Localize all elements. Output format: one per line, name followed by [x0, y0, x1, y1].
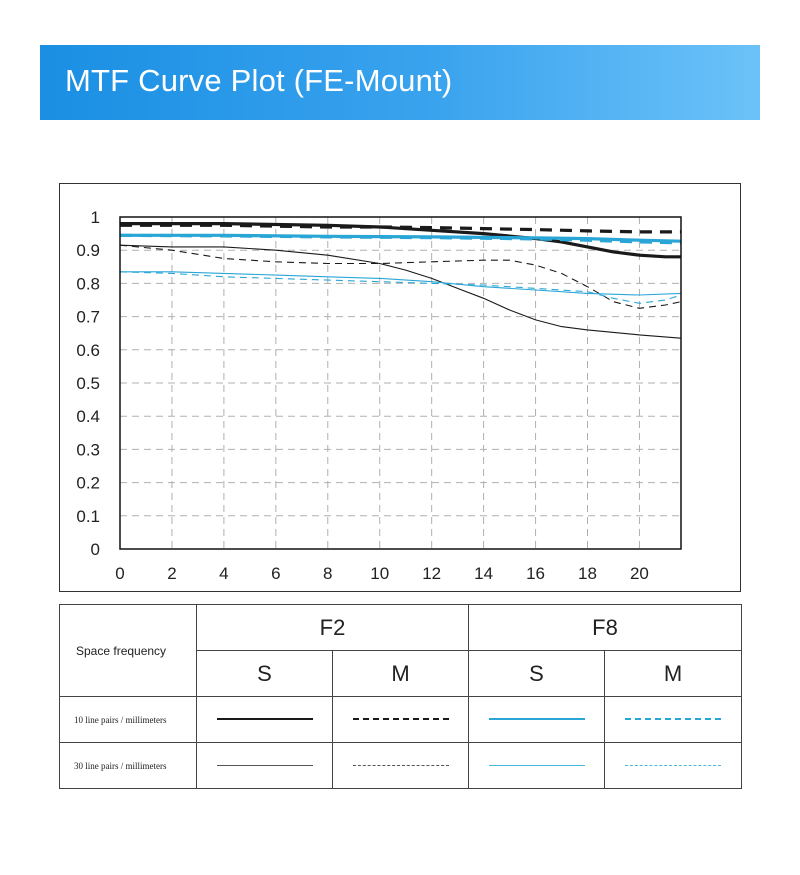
y-tick-label: 0.2: [76, 474, 100, 493]
x-tick-label: 2: [167, 564, 176, 583]
y-tick-label: 0.6: [76, 341, 100, 360]
legend-f8-s-30: [468, 742, 605, 789]
legend-f2-m-30: [332, 742, 469, 789]
f8-s-header: S: [468, 650, 605, 697]
y-tick-label: 1: [91, 208, 100, 227]
mtf-chart: 00.10.20.30.40.50.60.70.80.910 2 4 6 8 10 12 14…: [76, 208, 682, 583]
y-tick-label: 0.8: [76, 274, 100, 293]
x-tick-label: 16: [526, 564, 545, 583]
series-f2-m-30lp: [119, 244, 682, 309]
legend-f8-m-30: [604, 742, 742, 789]
y-tick-label: 0.4: [76, 407, 100, 426]
x-tick-label: 4: [219, 564, 228, 583]
title-banner: MTF Curve Plot (FE-Mount): [40, 45, 760, 120]
legend-f2-s-30: [196, 742, 333, 789]
y-tick-label: 0.9: [76, 241, 100, 260]
x-tick-label: 14: [474, 564, 493, 583]
series-f8-s-30lp: [120, 271, 682, 296]
space-frequency-label: Space frequency: [59, 604, 197, 697]
f2-s-header: S: [196, 650, 333, 697]
page-title: MTF Curve Plot (FE-Mount): [65, 63, 453, 98]
row-30lp-label: 30 line pairs / millimeters: [59, 742, 197, 789]
series-f2-m-10lp: [120, 223, 681, 234]
x-tick-label: 20: [630, 564, 649, 583]
f8-header: F8: [468, 604, 742, 651]
x-tick-label: 10: [370, 564, 389, 583]
x-tick-label: 0: [115, 564, 124, 583]
legend-f2-s-10: [196, 696, 333, 743]
plot-border: [119, 216, 682, 550]
series-f8-m-10lp: [119, 233, 682, 245]
f8-m-header: M: [604, 650, 742, 697]
f2-m-header: M: [332, 650, 469, 697]
legend-f8-s-10: [468, 696, 605, 743]
x-tick-label: 18: [578, 564, 597, 583]
legend-f2-m-10: [332, 696, 469, 743]
y-tick-label: 0: [91, 540, 100, 559]
y-tick-label: 0.7: [76, 308, 100, 327]
legend-f8-m-10: [604, 696, 742, 743]
x-tick-label: 12: [422, 564, 441, 583]
y-tick-label: 0.3: [76, 440, 100, 459]
legend-table: Space frequency F2 F8 S M S M 10 line pa…: [59, 604, 742, 789]
row-10lp-label: 10 line pairs / millimeters: [59, 696, 197, 743]
x-tick-label: 8: [323, 564, 332, 583]
y-tick-label: 0.5: [76, 374, 100, 393]
y-tick-label: 0.1: [76, 507, 100, 526]
mtf-chart-frame: 0 0.1 0.2 0.3 0.4 0.5 0.6 0.7 0.8 0.9 1 0 2 4 6 8 10 12 14…: [59, 183, 741, 592]
f2-header: F2: [196, 604, 469, 651]
series-f8-m-30lp: [119, 271, 682, 304]
x-tick-label: 6: [271, 564, 280, 583]
